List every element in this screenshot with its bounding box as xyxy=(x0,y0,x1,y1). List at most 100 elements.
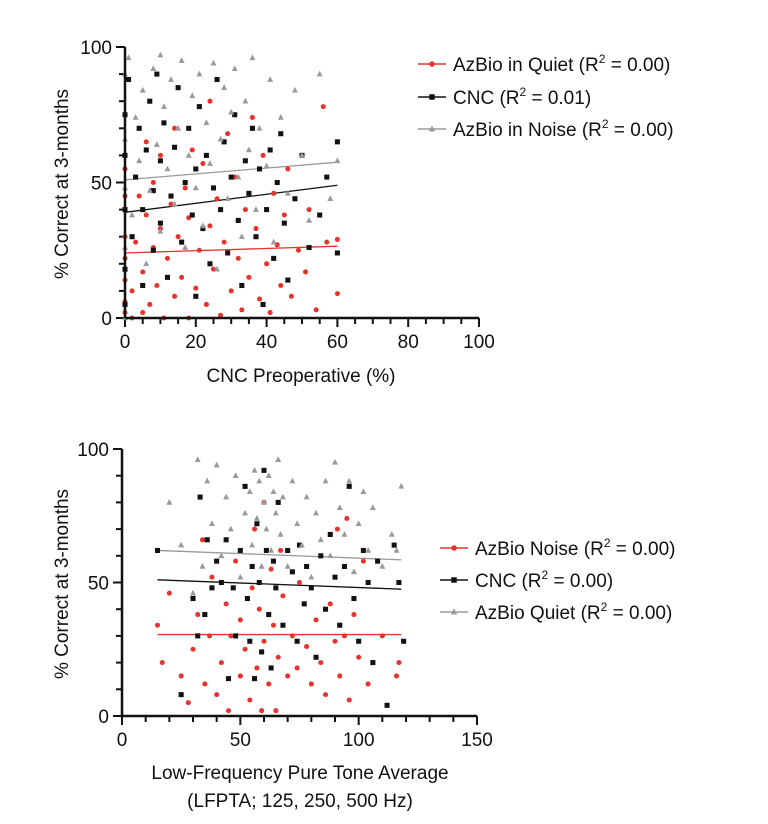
data-point-series-0 xyxy=(200,161,206,167)
data-point-series-1 xyxy=(242,158,248,164)
data-point-series-0 xyxy=(179,274,185,280)
data-point-series-0 xyxy=(278,282,284,289)
data-point-series-2 xyxy=(299,151,305,158)
data-point-series-2 xyxy=(214,265,221,272)
data-point-series-0 xyxy=(225,708,232,714)
data-point-series-2 xyxy=(365,547,372,553)
data-point-series-0 xyxy=(214,196,220,202)
data-point-series-2 xyxy=(245,146,252,153)
data-point-series-2 xyxy=(157,51,164,58)
data-point-series-0 xyxy=(304,644,310,650)
data-point-series-1 xyxy=(334,250,340,256)
data-point-series-0 xyxy=(313,307,319,313)
legend-item-azbio-quiet: AzBio in Quiet (R2 = 0.00) xyxy=(418,52,670,76)
data-point-series-1 xyxy=(175,85,181,91)
data-point-series-0 xyxy=(295,247,301,253)
data-point-series-2 xyxy=(228,108,235,115)
data-point-series-0 xyxy=(260,152,266,158)
data-point-series-2 xyxy=(242,97,249,104)
data-point-series-2 xyxy=(291,86,298,93)
data-point-series-0 xyxy=(249,585,255,591)
data-point-series-1 xyxy=(327,531,333,537)
data-point-series-2 xyxy=(289,477,296,484)
data-point-series-2 xyxy=(246,488,253,495)
data-points xyxy=(122,51,341,321)
data-point-series-0 xyxy=(157,152,163,158)
data-point-series-0 xyxy=(249,114,255,120)
data-point-series-0 xyxy=(225,131,231,137)
legend-item-azbio-noise: AzBio Noise (R2 = 0.00) xyxy=(440,536,675,560)
data-point-series-0 xyxy=(207,98,213,104)
data-points xyxy=(154,456,407,714)
data-point-series-0 xyxy=(154,282,160,289)
data-point-series-1 xyxy=(360,547,366,553)
data-point-series-0 xyxy=(267,310,273,316)
data-point-series-2 xyxy=(267,76,274,82)
data-point-series-2 xyxy=(398,482,405,489)
data-point-series-0 xyxy=(323,692,329,698)
data-point-series-0 xyxy=(288,293,294,299)
data-point-series-2 xyxy=(153,141,160,147)
data-point-series-0 xyxy=(193,285,199,291)
data-point-series-1 xyxy=(264,207,270,213)
data-point-series-0 xyxy=(147,301,153,307)
data-point-series-2 xyxy=(317,536,324,543)
data-point-series-1 xyxy=(351,595,357,602)
data-point-series-0 xyxy=(214,692,220,698)
data-point-series-1 xyxy=(179,239,185,245)
legend-label: CNC (R xyxy=(453,88,520,109)
superscript-2: 2 xyxy=(542,568,549,582)
legend-label: CNC (R xyxy=(475,571,542,592)
data-point-series-0 xyxy=(271,190,277,196)
data-point-series-2 xyxy=(306,216,313,223)
data-point-series-0 xyxy=(281,212,287,218)
data-point-series-2 xyxy=(393,547,400,553)
data-point-series-0 xyxy=(207,633,213,639)
data-point-series-0 xyxy=(221,239,227,245)
data-point-series-2 xyxy=(263,162,270,169)
data-point-series-1 xyxy=(285,547,291,553)
data-point-series-1 xyxy=(396,579,402,586)
data-point-series-0 xyxy=(303,269,309,275)
data-point-series-1 xyxy=(274,179,280,186)
data-point-series-1 xyxy=(129,234,135,240)
data-point-series-1 xyxy=(247,638,253,644)
data-point-series-2 xyxy=(341,530,348,537)
data-point-series-2 xyxy=(213,461,220,468)
data-point-series-1 xyxy=(270,558,276,564)
data-point-series-1 xyxy=(172,144,178,150)
x-axis-title: CNC Preoperative (%) xyxy=(207,366,396,387)
data-point-series-1 xyxy=(289,569,295,575)
data-point-series-0 xyxy=(223,601,229,607)
data-point-series-1 xyxy=(182,179,188,186)
data-point-series-2 xyxy=(199,222,206,229)
data-point-series-1 xyxy=(249,563,255,570)
data-point-series-1 xyxy=(346,483,352,489)
data-point-series-0 xyxy=(294,665,300,671)
data-point-series-1 xyxy=(266,612,272,618)
data-point-series-0 xyxy=(252,526,258,532)
data-point-series-2 xyxy=(355,520,362,527)
data-point-series-2 xyxy=(206,160,213,166)
data-point-series-1 xyxy=(292,196,298,202)
data-point-series-2 xyxy=(150,65,157,71)
data-point-series-0 xyxy=(327,601,333,607)
superscript-2: 2 xyxy=(599,52,606,66)
data-point-series-1 xyxy=(256,579,262,586)
data-point-series-2 xyxy=(160,103,167,109)
legend-item-cnc: CNC (R2 = 0.00) xyxy=(440,568,613,592)
data-point-series-2 xyxy=(277,530,284,537)
data-point-series-1 xyxy=(259,649,265,655)
data-point-series-0 xyxy=(199,537,205,543)
data-point-series-0 xyxy=(365,681,371,687)
data-point-series-2 xyxy=(199,563,206,569)
y-axis-title: % Correct at 3-months xyxy=(52,489,73,679)
data-point-series-2 xyxy=(336,504,343,511)
data-point-series-2 xyxy=(227,525,234,532)
data-point-series-1 xyxy=(157,220,163,226)
data-point-series-1 xyxy=(218,579,224,586)
data-point-series-1 xyxy=(278,131,284,137)
data-point-series-1 xyxy=(190,595,196,602)
data-point-series-2 xyxy=(224,195,231,202)
data-point-series-2 xyxy=(316,70,323,77)
